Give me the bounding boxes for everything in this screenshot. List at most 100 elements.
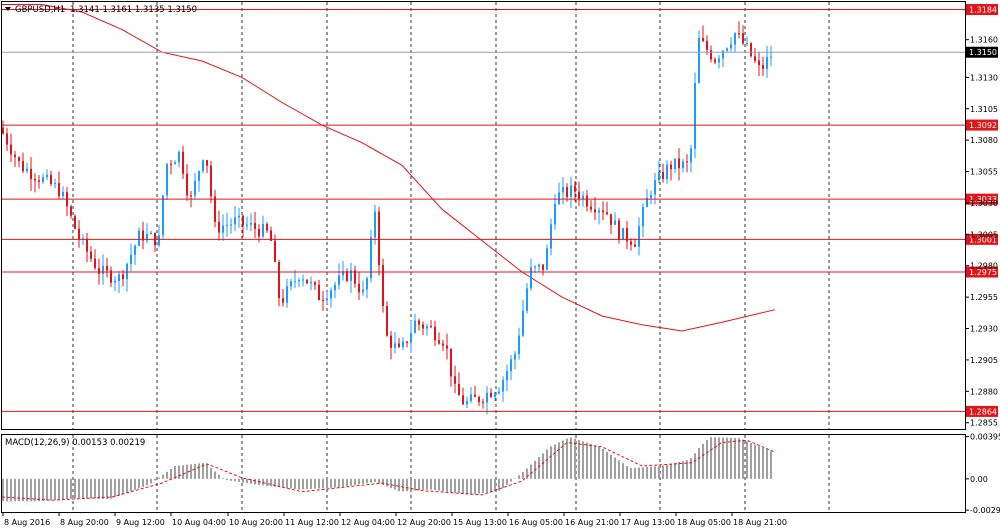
candle-body — [442, 343, 444, 346]
candle-body — [594, 209, 596, 213]
macd-tick-label: -0.00293 — [970, 506, 1000, 515]
macd-bar — [210, 467, 212, 479]
candle-body — [506, 371, 508, 381]
candle-body — [158, 235, 160, 246]
candle-body — [286, 286, 288, 303]
candle-body — [566, 187, 568, 197]
candle-body — [734, 33, 736, 45]
macd-bar — [646, 466, 648, 479]
candle-body — [710, 50, 712, 60]
candle-body — [330, 290, 332, 299]
time-label: 16 Aug 21:00 — [565, 518, 619, 527]
candle-body — [446, 345, 448, 349]
macd-bar — [266, 478, 268, 486]
macd-bar — [310, 478, 312, 489]
candle-body — [18, 157, 20, 161]
macd-bar — [250, 478, 252, 484]
macd-bar — [438, 478, 440, 491]
level-price-tag — [966, 266, 998, 278]
price-tick-label: 1.2930 — [970, 325, 998, 334]
macd-bar — [290, 478, 292, 489]
chart-header[interactable]: GBPUSD,H1 1.3141 1.3161 1.3135 1.3150 — [5, 5, 197, 15]
macd-bar — [526, 468, 528, 479]
candle-body — [402, 341, 404, 347]
macd-bar — [666, 464, 668, 479]
macd-bar — [630, 468, 632, 479]
macd-bar — [422, 478, 424, 490]
macd-bar — [242, 478, 244, 483]
candle-body — [354, 270, 356, 284]
price-tick-label: 1.3030 — [970, 199, 998, 208]
candle-body — [370, 237, 372, 279]
candle-body — [146, 234, 148, 241]
macd-bar — [490, 478, 492, 492]
macd-bar — [554, 444, 556, 479]
candle-body — [570, 185, 572, 197]
main-plot-frame — [1, 1, 966, 430]
candle-body — [98, 268, 100, 274]
macd-bar — [190, 464, 192, 479]
candle-body — [770, 56, 772, 58]
candle-body — [558, 192, 560, 204]
macd-bar — [650, 466, 652, 479]
candle-body — [2, 127, 4, 134]
candle-body — [46, 174, 48, 178]
macd-bar — [418, 478, 420, 491]
macd-bar — [770, 451, 772, 479]
candle-body — [134, 245, 136, 255]
candle-body — [394, 343, 396, 348]
candle-body — [666, 164, 668, 179]
candle-body — [162, 195, 164, 236]
candle-body — [170, 163, 172, 165]
macd-bar — [158, 477, 160, 479]
macd-bar — [406, 478, 408, 492]
macd-bar — [722, 437, 724, 479]
price-tick-label: 1.3105 — [970, 105, 998, 114]
candle-body — [750, 43, 752, 57]
candle-body — [266, 224, 268, 231]
price-axis: 1.31601.31301.31051.30801.30551.30301.30… — [965, 36, 998, 428]
dropdown-triangle-icon[interactable] — [5, 7, 11, 11]
macd-bar — [378, 478, 380, 484]
candle-body — [462, 395, 464, 405]
candle-body — [610, 214, 612, 225]
macd-bar — [470, 478, 472, 495]
macd-bar — [122, 478, 124, 495]
candle-body — [418, 320, 420, 325]
price-tick-label: 1.3130 — [970, 73, 998, 82]
time-label: 10 Aug 20:00 — [229, 518, 283, 527]
macd-bar — [10, 478, 12, 502]
macd-bar — [126, 478, 128, 493]
ohlc-values: 1.3141 1.3161 1.3135 1.3150 — [70, 5, 197, 15]
candle-body — [78, 228, 80, 240]
macd-bar — [538, 457, 540, 479]
macd-tick-label: 0.00395 — [970, 433, 1000, 442]
macd-bar — [182, 465, 184, 479]
candle-body — [378, 211, 380, 266]
macd-bar — [578, 440, 580, 479]
macd-bar — [674, 462, 676, 479]
macd-bar — [622, 463, 624, 479]
macd-bar — [574, 438, 576, 479]
candle-body — [746, 43, 748, 45]
macd-bar — [558, 442, 560, 479]
macd-bar — [102, 478, 104, 499]
candle-body — [58, 183, 60, 197]
candle-body — [762, 65, 764, 69]
candle-body — [502, 380, 504, 392]
macd-signal-line — [1, 439, 776, 501]
candle-body — [34, 179, 36, 181]
time-label: 11 Aug 12:00 — [285, 518, 339, 527]
macd-bar — [86, 478, 88, 499]
moving-average — [2, 4, 776, 332]
macd-bar — [522, 471, 524, 479]
candle-body — [434, 326, 436, 341]
candle-body — [638, 226, 640, 247]
candle-body — [358, 283, 360, 293]
macd-bar — [598, 446, 600, 479]
candle-body — [626, 228, 628, 242]
macd-bar — [746, 441, 748, 479]
candle-body — [562, 187, 564, 193]
candle-body — [542, 264, 544, 270]
candle-body — [474, 394, 476, 397]
